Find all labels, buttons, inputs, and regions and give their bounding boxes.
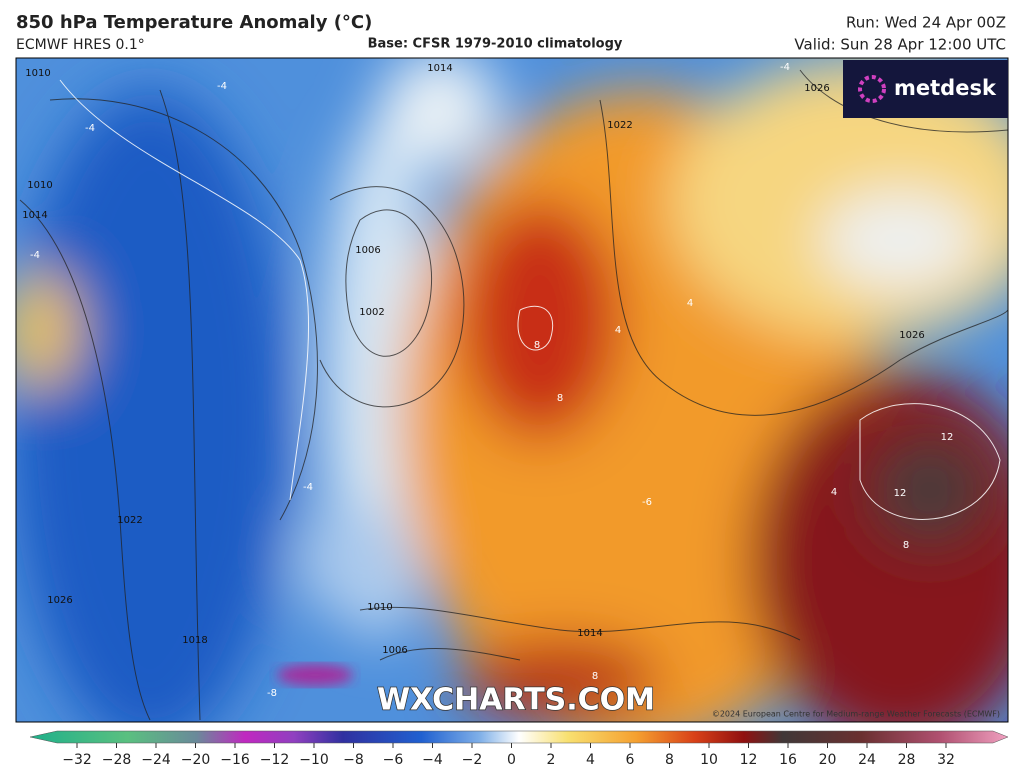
- anomaly-label: 8: [592, 671, 598, 682]
- anomaly-label: -4: [30, 250, 40, 261]
- isobar-label: 1014: [577, 628, 602, 639]
- colorbar-label: −16: [220, 752, 250, 768]
- colorbar-label: 10: [700, 752, 718, 768]
- anomaly-label: -8: [267, 688, 277, 699]
- anomaly-label: -4: [780, 62, 790, 73]
- colorbar-label: 2: [547, 752, 556, 768]
- isobar-label: 1026: [47, 595, 72, 606]
- valid: Valid: Sun 28 Apr 12:00 UTC: [794, 36, 1006, 54]
- map-frame: [15, 57, 1009, 723]
- colorbar-label: −6: [383, 752, 404, 768]
- colorbar-label: −32: [62, 752, 92, 768]
- isobar-label: 1022: [117, 515, 142, 526]
- logo-icon: [858, 75, 886, 103]
- anomaly-label: 8: [534, 340, 540, 351]
- colorbar-label: 32: [937, 752, 955, 768]
- colorbar-label: 20: [819, 752, 837, 768]
- isobar-label: 1026: [899, 330, 924, 341]
- isobar-label: 1006: [382, 645, 407, 656]
- colorbar-label: 6: [626, 752, 635, 768]
- watermark: WXCHARTS.COM: [377, 683, 655, 718]
- isobar-label: 1018: [182, 635, 207, 646]
- colorbar-label: −4: [422, 752, 443, 768]
- isobar-label: 1022: [607, 120, 632, 131]
- isobar-label: 1002: [359, 307, 384, 318]
- colorbar: [29, 730, 1009, 744]
- model: ECMWF HRES 0.1°: [16, 37, 145, 53]
- map-field: [16, 58, 1008, 722]
- colorbar-label: −10: [299, 752, 329, 768]
- colorbar-label: 4: [586, 752, 595, 768]
- isobar-label: 1006: [355, 245, 380, 256]
- anomaly-label: -4: [217, 81, 227, 92]
- title: 850 hPa Temperature Anomaly (°C): [16, 12, 372, 33]
- logo-box: [843, 60, 1008, 118]
- colorbar-label: −24: [141, 752, 171, 768]
- colorbar-label: 12: [740, 752, 758, 768]
- anomaly-label: -4: [85, 123, 95, 134]
- run: Run: Wed 24 Apr 00Z: [846, 14, 1006, 32]
- colorbar-label: −8: [343, 752, 364, 768]
- isobar-label: 1014: [22, 210, 47, 221]
- anomaly-label: 4: [831, 487, 837, 498]
- base: Base: CFSR 1979-2010 climatology: [368, 37, 623, 52]
- copyright: ©2024 European Centre for Medium-range W…: [712, 710, 1000, 719]
- isobar-label: 1010: [27, 180, 52, 191]
- anomaly-label: 12: [941, 432, 954, 443]
- colorbar-label: −2: [462, 752, 483, 768]
- colorbar-label: 8: [665, 752, 674, 768]
- anomaly-label: 4: [687, 298, 693, 309]
- colorbar-label: 28: [898, 752, 916, 768]
- colorbar-label: 24: [858, 752, 876, 768]
- anomaly-label: 8: [557, 393, 563, 404]
- anomaly-label: 8: [903, 540, 909, 551]
- colorbar-label: −28: [102, 752, 132, 768]
- colorbar-label: −12: [260, 752, 290, 768]
- colorbar-label: −20: [181, 752, 211, 768]
- anomaly-label: 12: [894, 488, 907, 499]
- colorbar-label: 0: [507, 752, 516, 768]
- anomaly-label: -4: [303, 482, 313, 493]
- isobar-label: 1014: [427, 63, 452, 74]
- isobar-label: 1026: [804, 83, 829, 94]
- logo-text: metdesk: [894, 76, 997, 100]
- anomaly-label: -6: [642, 497, 652, 508]
- colorbar-label: 16: [779, 752, 797, 768]
- isobar-label: 1010: [25, 68, 50, 79]
- anomaly-label: 4: [615, 325, 621, 336]
- isobar-label: 1010: [367, 602, 392, 613]
